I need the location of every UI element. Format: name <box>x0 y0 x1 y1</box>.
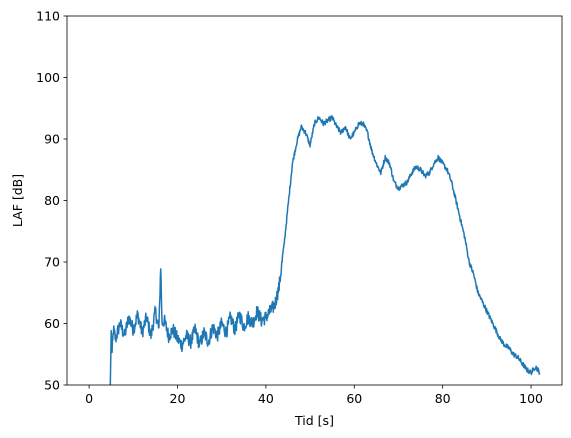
x-axis-label: Tid [s] <box>294 413 334 428</box>
y-tick-label: 90 <box>44 132 60 147</box>
series-line <box>109 115 541 386</box>
x-tick-label: 80 <box>435 391 451 406</box>
y-tick-label: 80 <box>44 193 60 208</box>
y-tick-label: 60 <box>44 316 60 331</box>
y-axis-label: LAF [dB] <box>10 174 25 227</box>
y-tick-label: 70 <box>44 255 60 270</box>
x-tick-label: 40 <box>258 391 274 406</box>
x-tick-label: 20 <box>170 391 186 406</box>
y-tick-label: 50 <box>44 378 60 393</box>
x-tick-label: 60 <box>346 391 362 406</box>
x-tick-label: 0 <box>85 391 93 406</box>
x-axis: 0 20 40 60 80 100 <box>85 385 543 406</box>
x-tick-label: 100 <box>519 391 543 406</box>
y-tick-label: 110 <box>36 9 60 24</box>
y-axis: 50 60 70 80 90 100 110 <box>36 9 67 393</box>
y-tick-label: 100 <box>36 70 60 85</box>
series-line-group <box>109 115 541 386</box>
